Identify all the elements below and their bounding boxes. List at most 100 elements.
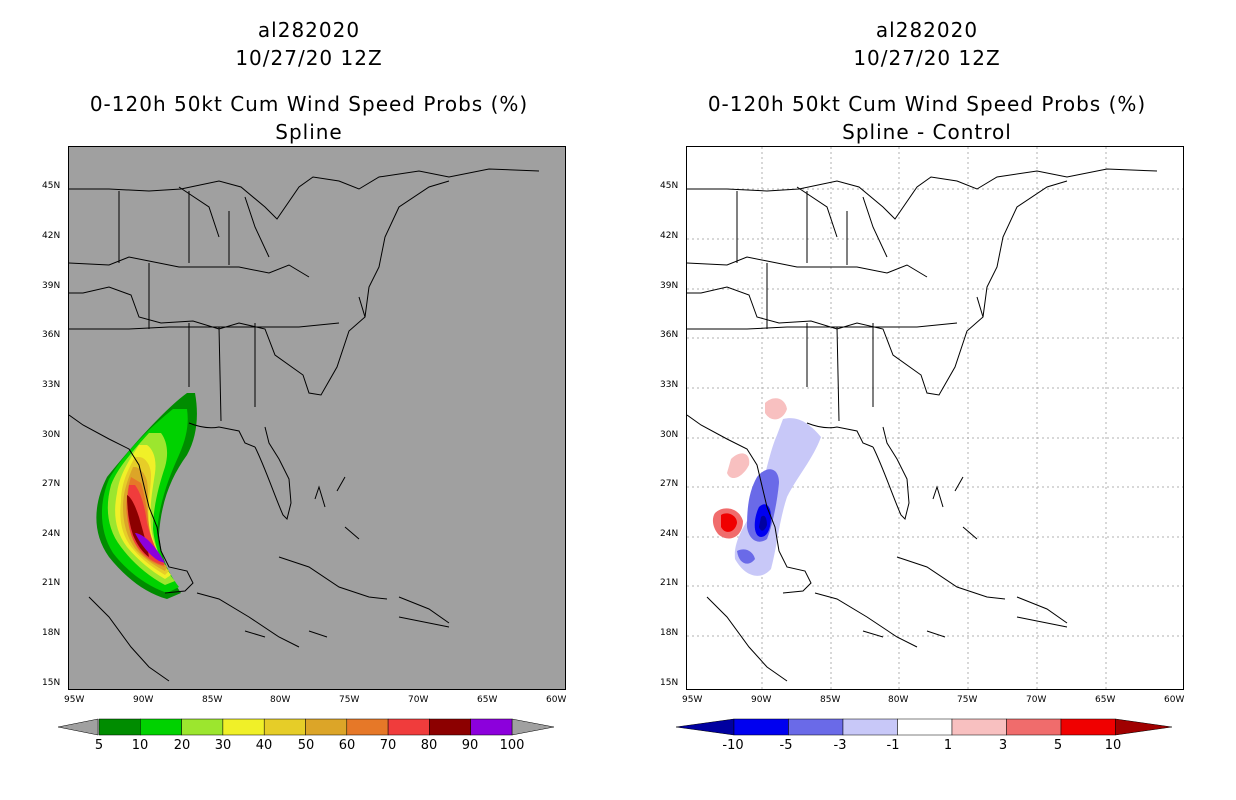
- colorbar-label: 10: [131, 738, 149, 753]
- colorbar-label: 30: [214, 738, 232, 753]
- right-subtitle: Spline - Control: [842, 120, 1012, 144]
- lat-label: 21N: [42, 578, 61, 588]
- colorbar-swatch: [140, 718, 182, 736]
- lat-label: 24N: [660, 529, 679, 539]
- lat-label: 45N: [660, 181, 679, 191]
- colorbar-swatch: [842, 718, 898, 736]
- colorbar-swatch: [98, 718, 141, 736]
- colorbar-label: 10: [1104, 738, 1122, 753]
- colorbar-swatch: [429, 718, 471, 736]
- lat-label: 36N: [42, 330, 61, 340]
- colorbar-label: -3: [833, 738, 847, 753]
- colorbar-label: 1: [943, 738, 953, 753]
- lat-label: 42N: [42, 231, 61, 241]
- right-gridlines: [687, 147, 1183, 689]
- diff-neg-10: [759, 515, 767, 531]
- lon-label: 70W: [1026, 695, 1047, 705]
- colorbar-swatch: [346, 718, 389, 736]
- colorbar-label: -1: [886, 738, 900, 753]
- right-coastlines: [687, 168, 1158, 682]
- left-map-background: [69, 147, 565, 689]
- colorbar-swatch: [1006, 718, 1062, 736]
- lon-label: 90W: [133, 695, 154, 705]
- colorbar-swatch: [951, 718, 1007, 736]
- lat-label: 33N: [42, 380, 61, 390]
- lat-label: 30N: [660, 430, 679, 440]
- diff-pos-1-b: [727, 453, 750, 479]
- colorbar-left-arrow: [676, 718, 735, 736]
- lat-label: 18N: [660, 628, 679, 638]
- colorbar-label: 70: [379, 738, 397, 753]
- right-storm-id: al282020: [875, 18, 979, 42]
- colorbar-right-arrow: [511, 718, 554, 736]
- colorbar-swatch: [222, 718, 265, 736]
- lon-label: 80W: [270, 695, 291, 705]
- lat-label: 36N: [660, 330, 679, 340]
- lat-label: 39N: [42, 281, 61, 291]
- prob-70: [127, 485, 165, 565]
- diff-pos-5: [721, 513, 737, 532]
- colorbar-label: 80: [420, 738, 438, 753]
- lat-label: 30N: [42, 430, 61, 440]
- lon-label: 60W: [1164, 695, 1185, 705]
- left-product-title: 0-120h 50kt Cum Wind Speed Probs (%): [89, 92, 529, 116]
- left-storm-id: al282020: [257, 18, 361, 42]
- colorbar-label: 3: [998, 738, 1008, 753]
- lon-label: 75W: [957, 695, 978, 705]
- lat-label: 27N: [660, 479, 679, 489]
- colorbar-label: 100: [499, 738, 525, 753]
- lat-label: 27N: [42, 479, 61, 489]
- right-map-background: [687, 147, 1183, 689]
- lat-label: 45N: [42, 181, 61, 191]
- left-coastlines: [69, 168, 540, 682]
- right-panel: al282020 10/27/20 12Z 0-120h 50kt Cum Wi…: [618, 0, 1236, 800]
- lon-label: 95W: [64, 695, 85, 705]
- left-datetime: 10/27/20 12Z: [235, 46, 383, 70]
- colorbar-label: -10: [722, 738, 744, 753]
- lat-label: 15N: [42, 678, 61, 688]
- diff-neg-small: [737, 549, 755, 564]
- right-product-title: 0-120h 50kt Cum Wind Speed Probs (%): [707, 92, 1147, 116]
- lon-label: 65W: [1095, 695, 1116, 705]
- colorbar-left-arrow: [58, 718, 99, 736]
- colorbar-swatch: [733, 718, 789, 736]
- left-colorbar: [58, 718, 554, 736]
- lon-label: 75W: [339, 695, 360, 705]
- lon-label: 85W: [820, 695, 841, 705]
- right-map: [686, 146, 1184, 690]
- left-panel: al282020 10/27/20 12Z 0-120h 50kt Cum Wi…: [42, 18, 567, 753]
- lon-label: 95W: [682, 695, 703, 705]
- colorbar-swatch: [181, 718, 224, 736]
- colorbar-swatch: [1060, 718, 1116, 736]
- lat-label: 15N: [660, 678, 679, 688]
- colorbar-swatch: [470, 718, 513, 736]
- lon-label: 65W: [477, 695, 498, 705]
- prob-90: [135, 533, 165, 563]
- lat-label: 39N: [660, 281, 679, 291]
- lat-label: 42N: [660, 231, 679, 241]
- lat-label: 21N: [660, 578, 679, 588]
- left-map: [68, 146, 566, 690]
- colorbar-right-arrow: [1115, 718, 1172, 736]
- colorbar-label: 5: [1053, 738, 1063, 753]
- colorbar-swatch: [788, 718, 844, 736]
- colorbar-swatch: [305, 718, 348, 736]
- lon-label: 85W: [202, 695, 223, 705]
- lon-label: 80W: [888, 695, 909, 705]
- colorbar-label: 40: [255, 738, 273, 753]
- lon-label: 70W: [408, 695, 429, 705]
- colorbar-label: 90: [461, 738, 479, 753]
- right-datetime: 10/27/20 12Z: [853, 46, 1001, 70]
- lat-label: 33N: [660, 380, 679, 390]
- colorbar-label: 5: [94, 738, 104, 753]
- left-subtitle: Spline: [275, 120, 343, 144]
- lon-label: 90W: [751, 695, 772, 705]
- colorbar-label: 20: [173, 738, 191, 753]
- colorbar-swatch: [897, 718, 953, 736]
- right-colorbar: [676, 718, 1172, 736]
- colorbar-swatch: [263, 718, 306, 736]
- colorbar-label: 60: [338, 738, 356, 753]
- colorbar-swatch: [387, 718, 430, 736]
- lon-label: 60W: [546, 695, 567, 705]
- diff-pos-1-a: [765, 398, 787, 420]
